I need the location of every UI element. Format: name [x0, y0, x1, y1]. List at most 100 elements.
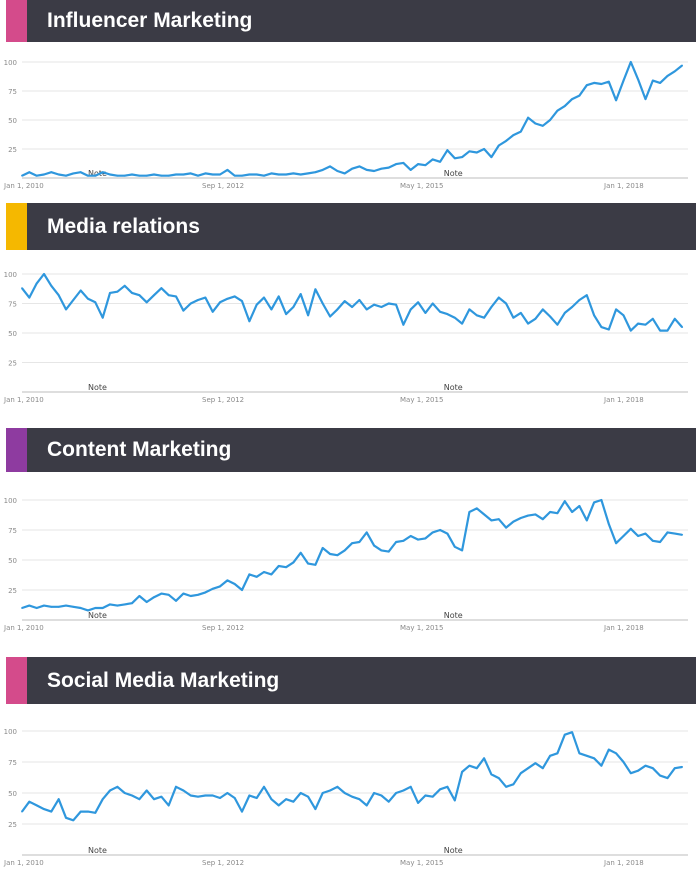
data-point	[497, 296, 500, 299]
data-point	[197, 795, 199, 798]
data-point	[483, 316, 485, 319]
data-point	[211, 587, 214, 590]
data-point	[387, 166, 390, 169]
data-point	[358, 541, 361, 543]
note-annotation: Note	[88, 846, 107, 855]
data-point	[644, 532, 647, 535]
data-point	[351, 167, 353, 170]
data-point	[629, 527, 632, 530]
data-point	[255, 173, 258, 176]
data-point	[263, 174, 265, 177]
data-point	[571, 511, 574, 513]
data-point	[197, 299, 199, 301]
data-point	[50, 171, 53, 174]
data-point	[123, 603, 126, 606]
data-point	[101, 607, 104, 609]
note-annotation: Note	[444, 383, 463, 392]
y-tick-label: 50	[8, 330, 17, 338]
note-annotation: Note	[444, 169, 463, 178]
data-point	[600, 764, 603, 767]
data-point	[255, 303, 258, 306]
data-point	[145, 174, 148, 177]
data-point	[197, 174, 199, 177]
data-point	[563, 500, 566, 503]
data-point	[424, 794, 427, 797]
data-point	[659, 774, 662, 777]
data-point	[292, 561, 295, 564]
data-point	[417, 538, 419, 541]
y-tick-label: 50	[8, 117, 17, 125]
data-point	[622, 79, 625, 82]
data-point	[109, 789, 111, 792]
series-line	[21, 272, 683, 332]
data-point	[167, 294, 170, 297]
x-tick-label: May 1, 2015	[400, 396, 443, 404]
data-point	[219, 797, 221, 799]
data-point	[600, 499, 603, 501]
data-point	[556, 752, 559, 755]
data-point	[57, 294, 60, 297]
data-point	[446, 313, 449, 316]
data-point	[57, 173, 60, 176]
data-point	[541, 518, 544, 521]
data-point	[65, 816, 67, 819]
data-point	[299, 792, 302, 794]
y-tick-label: 25	[8, 821, 17, 829]
data-point	[263, 571, 265, 573]
data-point	[387, 800, 390, 803]
data-point	[629, 329, 632, 332]
y-tick-label: 25	[8, 360, 17, 368]
data-point	[585, 754, 588, 757]
data-point	[182, 309, 185, 312]
data-point	[637, 322, 640, 325]
data-point	[395, 303, 397, 306]
data-point	[307, 314, 309, 317]
data-point	[87, 297, 89, 300]
data-point	[219, 585, 221, 588]
data-point	[666, 75, 669, 77]
data-point	[79, 289, 82, 292]
data-point	[365, 804, 368, 807]
data-point	[461, 156, 463, 159]
data-point	[329, 553, 331, 555]
data-point	[233, 583, 236, 585]
data-point	[94, 811, 97, 814]
data-point	[468, 308, 471, 311]
data-point	[505, 139, 507, 142]
data-point	[402, 162, 405, 164]
data-point	[79, 607, 82, 609]
data-point	[519, 312, 522, 314]
data-point	[153, 798, 155, 801]
data-point	[35, 282, 38, 285]
data-point	[541, 124, 544, 127]
header-accent-bar-4	[6, 657, 27, 704]
data-point	[380, 167, 383, 170]
data-point	[380, 549, 383, 552]
data-point	[490, 306, 493, 308]
data-point	[123, 792, 126, 794]
data-point	[629, 61, 632, 63]
data-point	[175, 785, 177, 788]
data-point	[600, 326, 603, 328]
data-point	[321, 302, 324, 305]
data-point	[637, 769, 640, 772]
data-point	[373, 170, 375, 172]
data-point	[285, 566, 287, 569]
data-point	[402, 323, 405, 326]
chart-panel-2: Media relations 25 50 75 100 Jan 1, 2010 Sep …	[0, 203, 700, 413]
data-point	[138, 294, 141, 297]
data-point	[241, 589, 243, 591]
data-point	[651, 79, 654, 82]
data-point	[182, 592, 185, 595]
data-point	[549, 315, 552, 318]
x-tick-label: May 1, 2015	[400, 182, 443, 190]
data-point	[461, 322, 463, 325]
data-point	[490, 773, 493, 776]
data-point	[395, 792, 397, 794]
x-tick-label: Sep 1, 2012	[202, 624, 244, 632]
y-tick-label: 75	[8, 759, 17, 767]
data-point	[226, 168, 229, 171]
data-point	[431, 158, 434, 161]
y-tick-label: 50	[8, 790, 17, 798]
data-point	[637, 78, 640, 81]
